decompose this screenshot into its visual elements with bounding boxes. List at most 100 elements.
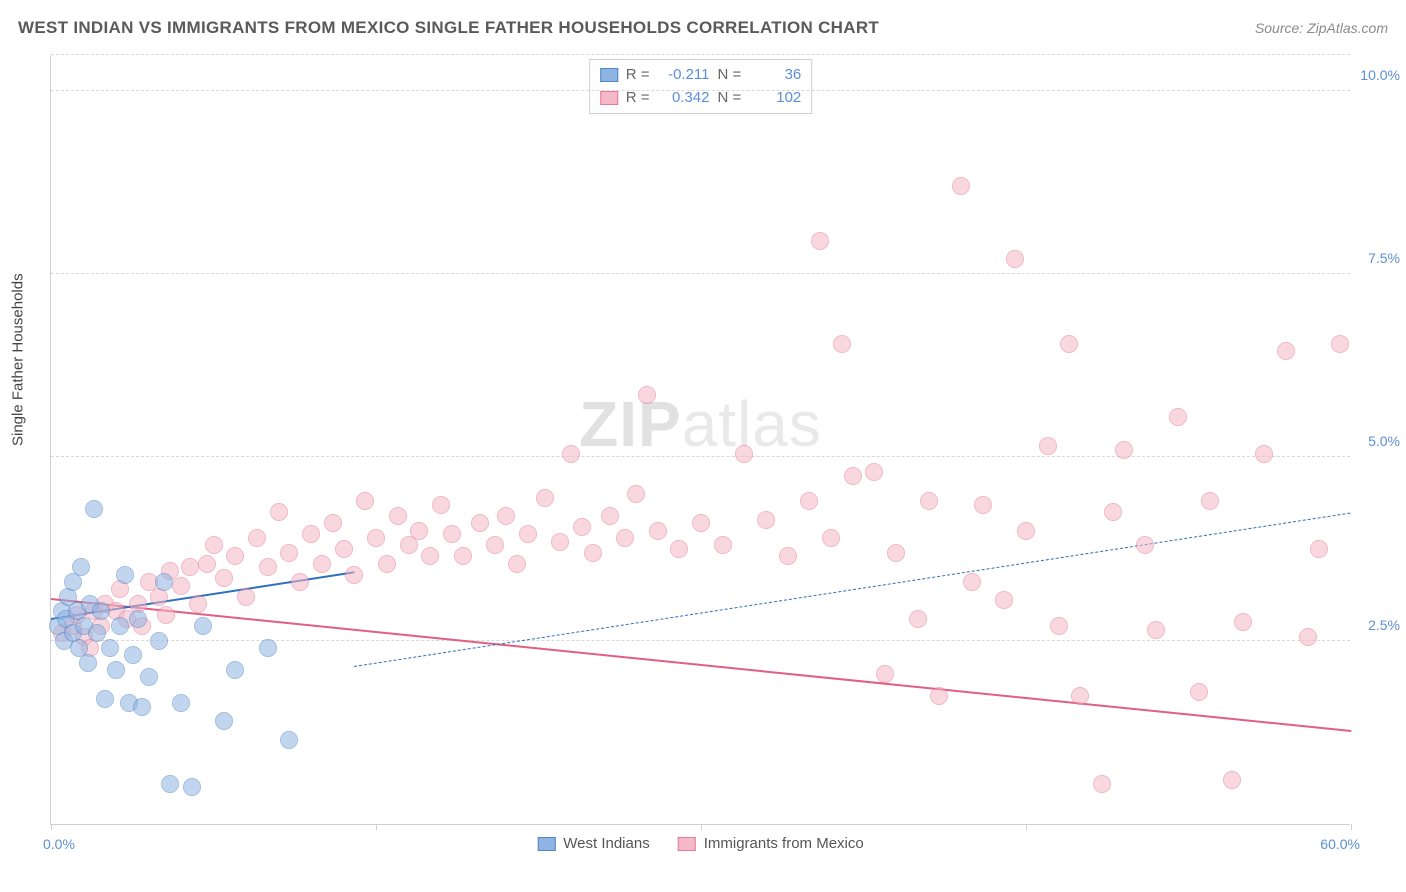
data-point bbox=[183, 778, 201, 796]
x-axis-max-label: 60.0% bbox=[1320, 836, 1360, 852]
data-point bbox=[205, 536, 223, 554]
data-point bbox=[198, 555, 216, 573]
source-name: ZipAtlas.com bbox=[1307, 20, 1388, 36]
data-point bbox=[378, 555, 396, 573]
data-point bbox=[259, 558, 277, 576]
data-point bbox=[101, 639, 119, 657]
legend-item-a: West Indians bbox=[537, 835, 649, 852]
data-point bbox=[367, 529, 385, 547]
correlation-stats-box: R = -0.211 N = 36 R = 0.342 N = 102 bbox=[589, 59, 813, 114]
data-point bbox=[226, 547, 244, 565]
data-point bbox=[584, 544, 602, 562]
data-point bbox=[107, 661, 125, 679]
data-point bbox=[1234, 613, 1252, 631]
data-point bbox=[551, 533, 569, 551]
legend: West Indians Immigrants from Mexico bbox=[537, 835, 863, 852]
data-point bbox=[562, 445, 580, 463]
r-value-a: -0.211 bbox=[658, 64, 710, 87]
data-point bbox=[471, 514, 489, 532]
data-point bbox=[280, 731, 298, 749]
x-tick bbox=[1026, 824, 1027, 830]
data-point bbox=[443, 525, 461, 543]
data-point bbox=[865, 463, 883, 481]
r-label: R = bbox=[626, 64, 650, 87]
data-point bbox=[124, 646, 142, 664]
data-point bbox=[757, 511, 775, 529]
data-point bbox=[714, 536, 732, 554]
data-point bbox=[129, 610, 147, 628]
data-point bbox=[519, 525, 537, 543]
data-point bbox=[313, 555, 331, 573]
data-point bbox=[735, 445, 753, 463]
data-point bbox=[1223, 771, 1241, 789]
gridline bbox=[51, 456, 1350, 457]
x-axis-min-label: 0.0% bbox=[43, 836, 75, 852]
data-point bbox=[215, 712, 233, 730]
data-point bbox=[150, 632, 168, 650]
data-point bbox=[1169, 408, 1187, 426]
data-point bbox=[1277, 342, 1295, 360]
swatch-series-b bbox=[600, 91, 618, 105]
data-point bbox=[1136, 536, 1154, 554]
data-point bbox=[779, 547, 797, 565]
y-axis-title: Single Father Households bbox=[10, 273, 27, 446]
data-point bbox=[421, 547, 439, 565]
data-point bbox=[280, 544, 298, 562]
data-point bbox=[601, 507, 619, 525]
data-point bbox=[157, 606, 175, 624]
data-point bbox=[1299, 628, 1317, 646]
data-point bbox=[573, 518, 591, 536]
data-point bbox=[1017, 522, 1035, 540]
data-point bbox=[1310, 540, 1328, 558]
data-point bbox=[486, 536, 504, 554]
gridline bbox=[51, 273, 1350, 274]
data-point bbox=[952, 177, 970, 195]
data-point bbox=[508, 555, 526, 573]
data-point bbox=[161, 775, 179, 793]
swatch-series-a bbox=[600, 68, 618, 82]
stats-row-series-a: R = -0.211 N = 36 bbox=[600, 64, 802, 87]
data-point bbox=[140, 668, 158, 686]
scatter-chart: ZIPatlas R = -0.211 N = 36 R = 0.342 N =… bbox=[50, 55, 1350, 825]
data-point bbox=[194, 617, 212, 635]
data-point bbox=[172, 694, 190, 712]
data-point bbox=[1104, 503, 1122, 521]
data-point bbox=[189, 595, 207, 613]
data-point bbox=[454, 547, 472, 565]
data-point bbox=[116, 566, 134, 584]
data-point bbox=[111, 617, 129, 635]
data-point bbox=[995, 591, 1013, 609]
data-point bbox=[133, 698, 151, 716]
data-point bbox=[638, 386, 656, 404]
data-point bbox=[432, 496, 450, 514]
data-point bbox=[887, 544, 905, 562]
data-point bbox=[930, 687, 948, 705]
data-point bbox=[181, 558, 199, 576]
data-point bbox=[627, 485, 645, 503]
y-tick-label: 5.0% bbox=[1368, 433, 1400, 449]
gridline bbox=[51, 90, 1350, 91]
data-point bbox=[1050, 617, 1068, 635]
data-point bbox=[1093, 775, 1111, 793]
y-tick-label: 7.5% bbox=[1368, 250, 1400, 266]
data-point bbox=[155, 573, 173, 591]
data-point bbox=[324, 514, 342, 532]
data-point bbox=[909, 610, 927, 628]
legend-label-b: Immigrants from Mexico bbox=[704, 835, 864, 852]
data-point bbox=[800, 492, 818, 510]
data-point bbox=[389, 507, 407, 525]
x-tick bbox=[1351, 824, 1352, 830]
data-point bbox=[822, 529, 840, 547]
data-point bbox=[1039, 437, 1057, 455]
data-point bbox=[1060, 335, 1078, 353]
data-point bbox=[649, 522, 667, 540]
n-label: N = bbox=[718, 64, 742, 87]
data-point bbox=[811, 232, 829, 250]
legend-item-b: Immigrants from Mexico bbox=[678, 835, 864, 852]
data-point bbox=[963, 573, 981, 591]
watermark: ZIPatlas bbox=[579, 387, 822, 461]
data-point bbox=[1006, 250, 1024, 268]
data-point bbox=[876, 665, 894, 683]
data-point bbox=[692, 514, 710, 532]
gridline bbox=[51, 54, 1350, 55]
